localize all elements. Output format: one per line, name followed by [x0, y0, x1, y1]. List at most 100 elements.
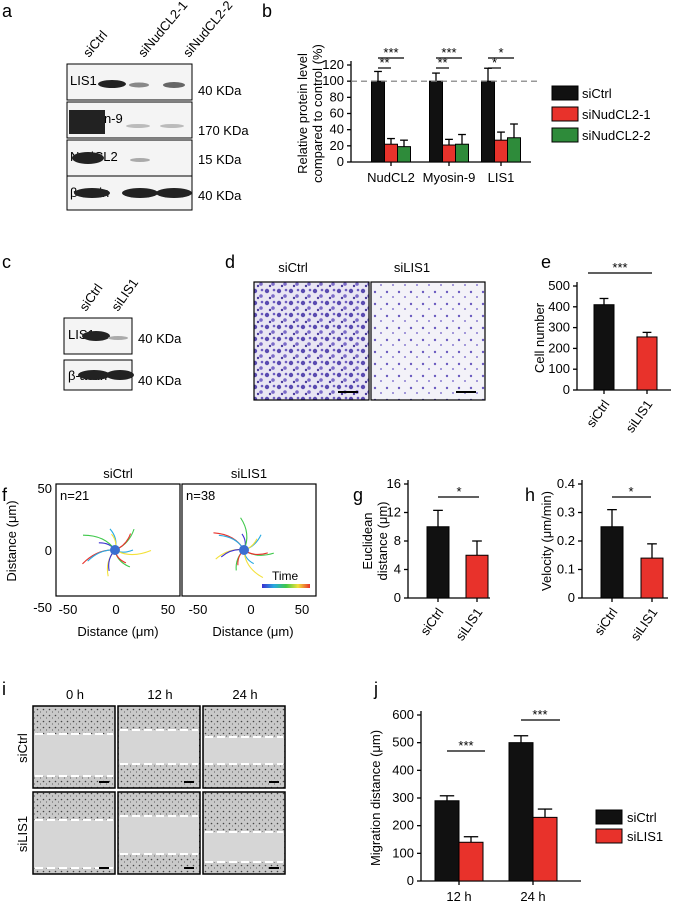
- wound-gap: [119, 730, 199, 764]
- chart-j: 0 100 200 300 400 500 600 Migration distance (μ…: [368, 707, 581, 903]
- y-tick-label: 500: [392, 735, 414, 750]
- image-title: siCtrl: [278, 260, 308, 275]
- significance-mark: **: [379, 55, 389, 70]
- y-tick-label: 40: [330, 122, 344, 137]
- x-axis-label: Distance (μm): [77, 624, 158, 639]
- band: [156, 188, 192, 198]
- kda-label: 40 KDa: [198, 188, 242, 203]
- y-axis-label: Migration distance (μm): [368, 730, 383, 866]
- y-tick-label: 50: [38, 481, 52, 496]
- panel-label-h: h: [525, 485, 535, 505]
- legend-label: siNudCL2-2: [582, 128, 651, 143]
- legend-label: siCtrl: [627, 810, 657, 825]
- significance-mark: *: [456, 484, 461, 499]
- y-tick-label: 400: [548, 299, 570, 314]
- kda-label: 40 KDa: [198, 83, 242, 98]
- kda-label: 15 KDa: [198, 152, 242, 167]
- legend-swatch: [595, 809, 623, 825]
- kda-label: 170 KDa: [198, 123, 249, 138]
- significance-mark: *: [628, 484, 633, 499]
- legend-swatch: [595, 828, 623, 844]
- image-title: siLIS1: [394, 260, 430, 275]
- y-tick-label: 60: [330, 106, 344, 121]
- plot-title: siCtrl: [103, 466, 133, 481]
- y-tick-label: 12: [387, 505, 401, 520]
- y-tick-label: 120: [322, 57, 344, 72]
- bar: [508, 742, 534, 882]
- blot-name: LIS1: [70, 73, 97, 88]
- x-tick-label: 0: [112, 602, 119, 617]
- bar: [507, 137, 521, 163]
- y-tick-label: 16: [387, 476, 401, 491]
- band: [106, 370, 134, 380]
- bar: [465, 554, 489, 599]
- band: [98, 80, 126, 88]
- bar: [429, 80, 443, 163]
- y-tick-label: 8: [394, 533, 401, 548]
- significance-mark: *: [498, 45, 503, 60]
- panel-label-f: f: [2, 485, 8, 505]
- y-tick-label: 20: [330, 138, 344, 153]
- y-axis-label: Distance (μm): [4, 500, 19, 581]
- y-tick-label: 0.2: [557, 533, 575, 548]
- wound-gap: [34, 820, 114, 868]
- lane-label: siCtrl: [80, 28, 111, 60]
- y-tick-label: 80: [330, 89, 344, 104]
- bar: [426, 526, 450, 599]
- y-tick-label: 200: [548, 340, 570, 355]
- band: [108, 336, 128, 340]
- legend-label: siNudCL2-1: [582, 107, 651, 122]
- row-label: siLIS1: [15, 816, 30, 852]
- bar: [636, 336, 658, 391]
- panel-label-c: c: [2, 252, 11, 272]
- y-tick-label: 4: [394, 562, 401, 577]
- bar: [600, 526, 624, 599]
- band: [82, 331, 110, 341]
- y-tick-label: 400: [392, 762, 414, 777]
- y-tick-label: 0: [407, 873, 414, 888]
- band: [74, 188, 110, 198]
- bar: [455, 143, 469, 163]
- band: [163, 82, 185, 88]
- trajectory-origin: [110, 545, 120, 555]
- trajectory-plot: [181, 483, 317, 597]
- panel-label-g: g: [353, 485, 363, 505]
- x-axis-label: Distance (μm): [212, 624, 293, 639]
- y-axis-label: compared to control (%): [310, 44, 325, 183]
- y-axis-label: Relative protein level: [295, 53, 310, 174]
- x-tick-label: siLIS1: [452, 605, 485, 643]
- panel-label-b: b: [262, 1, 272, 21]
- x-tick-label: siLIS1: [627, 605, 660, 643]
- timepoint-label: 24 h: [232, 687, 257, 702]
- y-tick-label: 0: [563, 382, 570, 397]
- legend-label: siCtrl: [582, 86, 612, 101]
- colorbar-label: Time: [272, 569, 299, 583]
- legend-swatch: [551, 106, 579, 122]
- panel-label-i: i: [2, 679, 6, 699]
- panel-label-j: j: [373, 679, 378, 699]
- legend-swatch: [551, 85, 579, 101]
- y-tick-label: 0: [568, 590, 575, 605]
- y-tick-label: 0.4: [557, 476, 575, 491]
- n-label: n=21: [60, 488, 89, 503]
- y-tick-label: 0: [394, 590, 401, 605]
- wound-gap: [119, 816, 199, 854]
- image-sictrl: [253, 281, 370, 401]
- y-tick-label: 0.3: [557, 505, 575, 520]
- y-tick-label: 0: [337, 154, 344, 169]
- time-colorbar: [262, 584, 310, 588]
- image-silis1: [370, 281, 486, 401]
- band: [122, 188, 158, 198]
- bar: [458, 841, 484, 882]
- x-tick-label: NudCL2: [367, 170, 415, 185]
- significance-mark: ***: [441, 45, 456, 60]
- x-tick-label: siLIS1: [622, 397, 655, 435]
- x-tick-label: -50: [59, 602, 78, 617]
- band: [78, 370, 110, 380]
- y-tick-label: 100: [392, 845, 414, 860]
- x-tick-label: 50: [295, 602, 309, 617]
- y-tick-label: 0.1: [557, 562, 575, 577]
- x-tick-label: siCtrl: [417, 605, 446, 638]
- x-tick-label: 0: [247, 602, 254, 617]
